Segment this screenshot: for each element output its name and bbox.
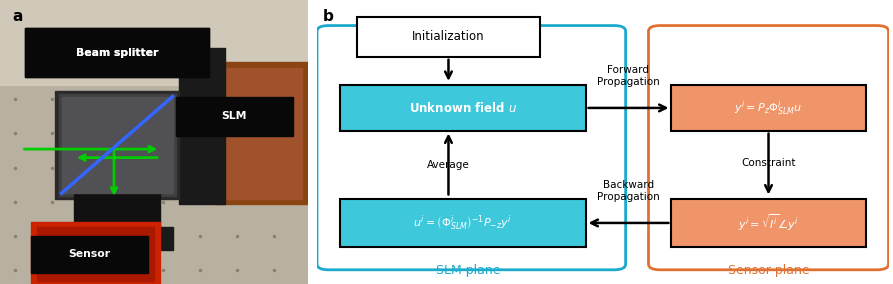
FancyBboxPatch shape <box>340 85 586 131</box>
Bar <box>55 91 179 199</box>
Text: Average: Average <box>427 160 470 170</box>
Bar <box>0 0 308 85</box>
Bar <box>176 97 293 136</box>
Bar <box>59 94 176 196</box>
Bar <box>37 227 154 281</box>
Text: Unknown field $u$: Unknown field $u$ <box>409 101 517 115</box>
Bar <box>179 48 225 204</box>
Text: b: b <box>322 9 334 24</box>
FancyBboxPatch shape <box>672 85 865 131</box>
Bar <box>25 28 210 77</box>
Bar <box>216 62 308 204</box>
FancyBboxPatch shape <box>672 199 865 247</box>
Text: Sensor plane: Sensor plane <box>728 264 809 277</box>
Text: Constraint: Constraint <box>741 158 796 168</box>
Text: Backward
Propagation: Backward Propagation <box>597 180 660 202</box>
Text: Beam splitter: Beam splitter <box>76 47 158 58</box>
Bar <box>30 236 148 273</box>
Text: Beam splitter: Beam splitter <box>76 47 158 58</box>
Text: SLM plane: SLM plane <box>436 264 501 277</box>
Text: Initialization: Initialization <box>413 30 485 43</box>
Text: Forward
Propagation: Forward Propagation <box>597 65 660 87</box>
Text: $u^i = \left(\Phi^i_{SLM}\right)^{-1}P_{-z}y^i$: $u^i = \left(\Phi^i_{SLM}\right)^{-1}P_{… <box>413 213 513 233</box>
FancyBboxPatch shape <box>357 17 540 57</box>
Text: $y^i = P_z\Phi^i_{SLM}u$: $y^i = P_z\Phi^i_{SLM}u$ <box>734 98 803 118</box>
Bar <box>25 28 210 77</box>
Bar <box>221 68 302 199</box>
Bar <box>30 222 160 284</box>
Text: $y^i = \sqrt{I^i}\angle y^i$: $y^i = \sqrt{I^i}\angle y^i$ <box>738 213 799 233</box>
Text: a: a <box>13 9 22 24</box>
Bar <box>62 227 172 250</box>
Bar <box>74 193 160 233</box>
Bar <box>62 97 172 193</box>
FancyBboxPatch shape <box>340 199 586 247</box>
Text: Sensor: Sensor <box>68 249 111 259</box>
Text: SLM: SLM <box>221 111 246 122</box>
